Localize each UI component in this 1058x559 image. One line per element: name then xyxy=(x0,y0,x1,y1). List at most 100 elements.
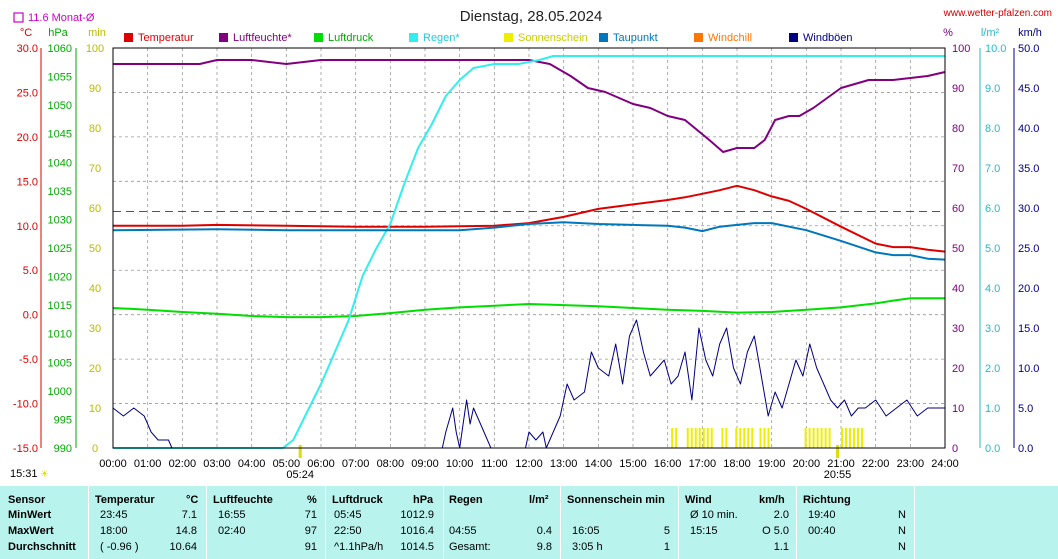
tick-label-x: 03:00 xyxy=(203,458,231,470)
tick-label-humidity: 20 xyxy=(952,363,964,375)
month-avg-label: 11.6 Monat-Ø xyxy=(28,12,95,24)
sunshine-bar xyxy=(853,428,855,448)
sunshine-bars xyxy=(671,428,863,448)
series-line-taupunkt xyxy=(112,221,946,261)
unit-humidity: % xyxy=(943,27,953,39)
tick-label-x: 00:00 xyxy=(99,458,127,470)
sunshine-bar xyxy=(721,428,724,448)
sunshine-bar xyxy=(861,428,863,448)
sunshine-bar xyxy=(743,428,746,448)
sunshine-bar xyxy=(767,428,770,448)
tick-label-humidity: 80 xyxy=(952,123,964,135)
sunshine-bar xyxy=(739,428,742,448)
stats-cell-dir-val: N xyxy=(898,541,906,553)
legend-swatch-windchill xyxy=(694,33,703,42)
tick-label-pressure: 1025 xyxy=(48,243,72,255)
legend-swatch-taupunkt xyxy=(599,33,608,42)
tick-label-temp: 30.0 xyxy=(17,43,38,55)
tick-label-sun: 100 xyxy=(86,43,104,55)
tick-label-humidity: 100 xyxy=(952,43,970,55)
tick-label-sun: 0 xyxy=(92,443,98,455)
tick-label-pressure: 990 xyxy=(54,443,72,455)
stats-cell-press-time: 05:45 xyxy=(334,509,362,521)
tick-label-x: 16:00 xyxy=(654,458,682,470)
stats-cell-wind-val: 1.1 xyxy=(773,541,789,553)
sunshine-bar xyxy=(690,428,693,448)
series-lines xyxy=(112,55,946,449)
legend-label-regen: Regen* xyxy=(423,32,460,44)
stats-cell-temp-val: 14.8 xyxy=(175,525,197,537)
tick-label-x: 15:00 xyxy=(619,458,647,470)
tick-label-x: 06:00 xyxy=(307,458,335,470)
stats-header-richtung: Richtung xyxy=(803,494,851,506)
tick-label-x: 21:00 xyxy=(827,458,855,470)
tick-label-rain: 7.0 xyxy=(985,163,1000,175)
sunshine-bar xyxy=(808,428,811,448)
sunshine-bar xyxy=(845,428,847,448)
tick-label-pressure: 1060 xyxy=(48,43,72,55)
tick-label-rain: 1.0 xyxy=(985,403,1000,415)
tick-label-rain: 6.0 xyxy=(985,203,1000,215)
tick-label-x: 02:00 xyxy=(169,458,197,470)
sunshine-bar xyxy=(725,428,728,448)
tick-label-rain: 4.0 xyxy=(985,283,1000,295)
tick-label-temp: -15.0 xyxy=(13,443,38,455)
sunshine-bar xyxy=(857,428,859,448)
stats-cell-press-val: 1016.4 xyxy=(400,525,434,537)
tick-label-pressure: 1010 xyxy=(48,329,72,341)
sunshine-bar xyxy=(759,428,762,448)
stats-header-wind-unit: km/h xyxy=(759,494,785,506)
tick-label-pressure: 1055 xyxy=(48,72,72,84)
legend-label-taupunkt: Taupunkt xyxy=(613,32,658,44)
tick-label-wind: 15.0 xyxy=(1018,323,1039,335)
tick-label-wind: 40.0 xyxy=(1018,123,1039,135)
stats-cell-press-val: 1014.5 xyxy=(400,541,434,553)
unit-sun: min xyxy=(88,27,106,39)
unit-temp: °C xyxy=(20,27,32,39)
tick-label-x: 18:00 xyxy=(723,458,751,470)
stats-cell-dir-time: 19:40 xyxy=(808,509,836,521)
sunshine-bar xyxy=(671,428,674,448)
tick-label-rain: 3.0 xyxy=(985,323,1000,335)
stats-cell-temp-time: 23:45 xyxy=(100,509,128,521)
tick-label-x: 10:00 xyxy=(446,458,474,470)
tick-label-x: 13:00 xyxy=(550,458,578,470)
tick-label-humidity: 50 xyxy=(952,243,964,255)
sunshine-bar xyxy=(706,428,709,448)
sunshine-bar xyxy=(828,428,831,448)
series-line-windben xyxy=(112,319,945,449)
tick-label-wind: 45.0 xyxy=(1018,83,1039,95)
stats-cell-sun-val: 1 xyxy=(663,541,670,553)
stats-header-sensor: Sensor xyxy=(8,494,46,506)
tick-label-rain: 10.0 xyxy=(985,43,1006,55)
tick-label-pressure: 1030 xyxy=(48,214,72,226)
tick-label-temp: 15.0 xyxy=(17,176,38,188)
stats-header-regen-unit: l/m² xyxy=(529,494,549,506)
stats-cell-rain-val: 0.4 xyxy=(536,525,552,537)
tick-label-x: 22:00 xyxy=(862,458,890,470)
tick-label-sun: 90 xyxy=(89,83,101,95)
tick-label-temp: 25.0 xyxy=(17,87,38,99)
tick-label-temp: 5.0 xyxy=(23,265,38,277)
plot-border xyxy=(112,47,946,449)
stats-cell-dir-val: N xyxy=(898,509,906,521)
current-time-sun-icon: ☀ xyxy=(40,469,49,480)
tick-label-humidity: 0 xyxy=(952,443,958,455)
sunshine-bar xyxy=(804,428,807,448)
sunset-marker-time: 20:55 xyxy=(824,469,852,481)
tick-label-humidity: 40 xyxy=(952,283,964,295)
legend-label-windchill: Windchill xyxy=(708,32,752,44)
stats-cell-label: Durchschnitt xyxy=(8,541,76,553)
legend-swatch-luftdruck xyxy=(314,33,323,42)
stats-cell-wind-val: 2.0 xyxy=(773,509,789,521)
tick-label-pressure: 1000 xyxy=(48,386,72,398)
sunrise-marker-time: 05:24 xyxy=(286,469,314,481)
stats-cell-temp-val: 10.64 xyxy=(169,541,197,553)
tick-label-x: 20:00 xyxy=(793,458,821,470)
tick-label-sun: 70 xyxy=(89,163,101,175)
tick-label-pressure: 1015 xyxy=(48,300,72,312)
legend-swatch-sonnenschein xyxy=(504,33,513,42)
sunshine-bar xyxy=(824,428,827,448)
website-link[interactable]: www.wetter-pfalzen.com xyxy=(943,8,1052,19)
tick-label-sun: 30 xyxy=(89,323,101,335)
